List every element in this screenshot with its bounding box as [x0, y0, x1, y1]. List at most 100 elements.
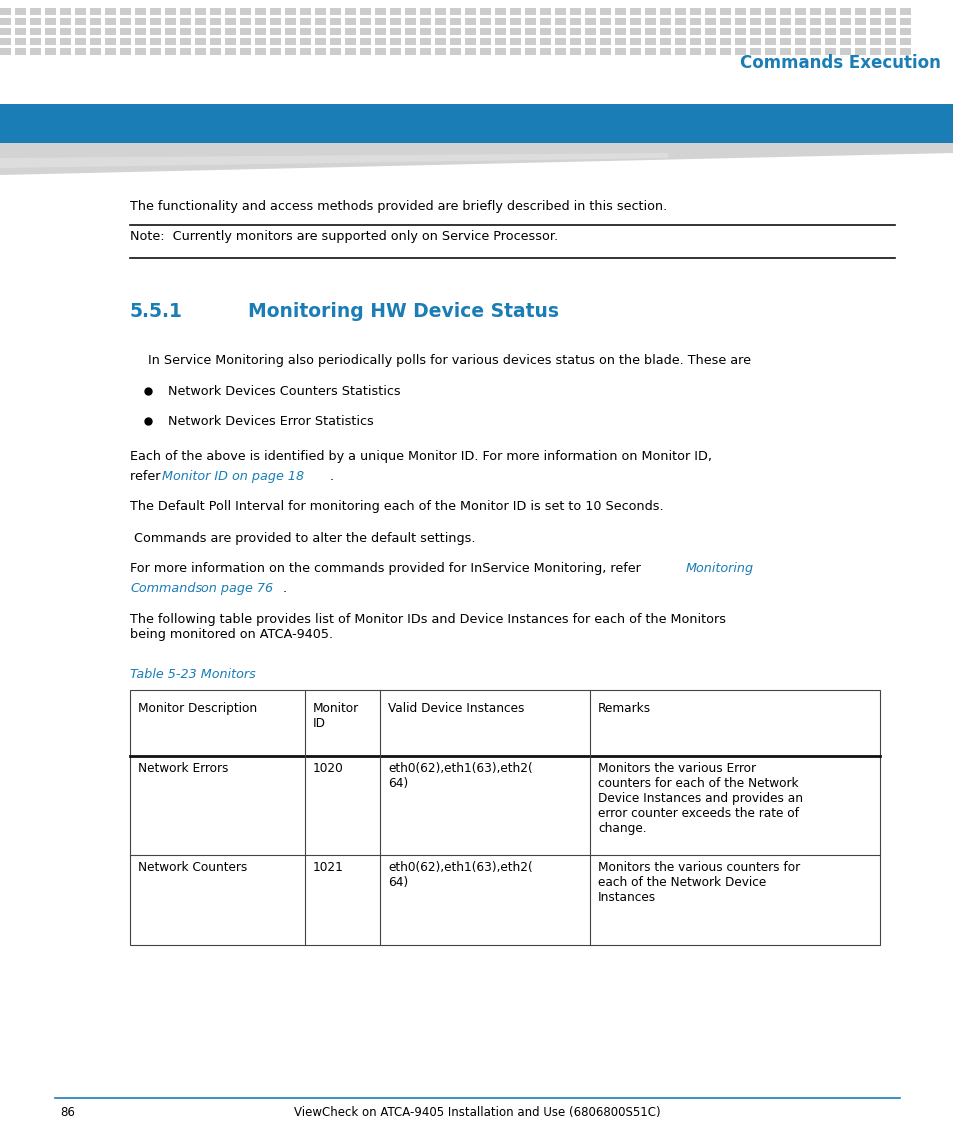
Bar: [45, 48, 56, 55]
Bar: [629, 38, 640, 45]
Bar: [479, 48, 491, 55]
Bar: [0, 27, 11, 35]
Bar: [299, 38, 311, 45]
Bar: [659, 38, 670, 45]
Bar: [644, 18, 656, 25]
Bar: [210, 38, 221, 45]
Bar: [75, 18, 86, 25]
Bar: [450, 18, 460, 25]
Bar: [330, 27, 340, 35]
Bar: [90, 38, 101, 45]
Bar: [555, 8, 565, 15]
Bar: [720, 8, 730, 15]
Bar: [375, 18, 386, 25]
Bar: [254, 18, 266, 25]
Bar: [794, 27, 805, 35]
Bar: [704, 18, 716, 25]
Bar: [764, 48, 775, 55]
Bar: [150, 8, 161, 15]
Bar: [180, 48, 191, 55]
Bar: [479, 8, 491, 15]
Bar: [419, 8, 431, 15]
Bar: [809, 48, 821, 55]
Bar: [495, 18, 505, 25]
Bar: [210, 18, 221, 25]
Bar: [150, 38, 161, 45]
Bar: [495, 8, 505, 15]
Bar: [165, 8, 175, 15]
Bar: [285, 27, 295, 35]
Bar: [629, 18, 640, 25]
Bar: [165, 48, 175, 55]
Bar: [330, 48, 340, 55]
Bar: [510, 27, 520, 35]
Bar: [194, 38, 206, 45]
Bar: [135, 48, 146, 55]
Bar: [180, 27, 191, 35]
Bar: [734, 48, 745, 55]
Bar: [869, 48, 880, 55]
Bar: [629, 8, 640, 15]
Bar: [45, 27, 56, 35]
Text: 86: 86: [60, 1106, 74, 1119]
Bar: [120, 18, 131, 25]
Bar: [854, 48, 865, 55]
Bar: [854, 8, 865, 15]
Bar: [569, 27, 580, 35]
Text: Commands are provided to alter the default settings.: Commands are provided to alter the defau…: [130, 532, 475, 545]
Bar: [0, 48, 11, 55]
Text: Monitor Description: Monitor Description: [138, 702, 257, 714]
Text: 5.5.1: 5.5.1: [130, 302, 183, 321]
Bar: [539, 48, 551, 55]
Bar: [105, 38, 116, 45]
Bar: [345, 38, 355, 45]
Bar: [749, 48, 760, 55]
Bar: [210, 27, 221, 35]
Bar: [105, 48, 116, 55]
Bar: [840, 18, 850, 25]
Text: Table 5-23 Monitors: Table 5-23 Monitors: [130, 668, 255, 681]
Bar: [689, 27, 700, 35]
Bar: [749, 8, 760, 15]
Bar: [599, 18, 610, 25]
Bar: [45, 18, 56, 25]
Bar: [254, 38, 266, 45]
Text: Commands: Commands: [130, 582, 202, 595]
Bar: [659, 18, 670, 25]
Text: Each of the above is identified by a unique Monitor ID. For more information on : Each of the above is identified by a uni…: [130, 450, 711, 463]
Bar: [150, 27, 161, 35]
Bar: [135, 8, 146, 15]
Bar: [314, 8, 326, 15]
Bar: [15, 8, 26, 15]
Bar: [240, 27, 251, 35]
Bar: [435, 27, 446, 35]
Bar: [615, 18, 625, 25]
Text: Monitoring HW Device Status: Monitoring HW Device Status: [248, 302, 558, 321]
Bar: [345, 27, 355, 35]
Bar: [510, 18, 520, 25]
Bar: [464, 18, 476, 25]
Bar: [60, 18, 71, 25]
Bar: [464, 38, 476, 45]
Bar: [270, 48, 281, 55]
Bar: [824, 27, 835, 35]
Bar: [105, 27, 116, 35]
Bar: [824, 48, 835, 55]
Bar: [30, 48, 41, 55]
Bar: [345, 48, 355, 55]
Bar: [435, 38, 446, 45]
Bar: [135, 18, 146, 25]
Bar: [479, 18, 491, 25]
Bar: [854, 27, 865, 35]
Bar: [615, 27, 625, 35]
Bar: [780, 27, 790, 35]
Bar: [135, 38, 146, 45]
Bar: [524, 38, 536, 45]
Bar: [359, 8, 371, 15]
Bar: [780, 8, 790, 15]
Bar: [120, 48, 131, 55]
Bar: [644, 27, 656, 35]
Bar: [225, 18, 235, 25]
Bar: [314, 38, 326, 45]
Bar: [180, 38, 191, 45]
